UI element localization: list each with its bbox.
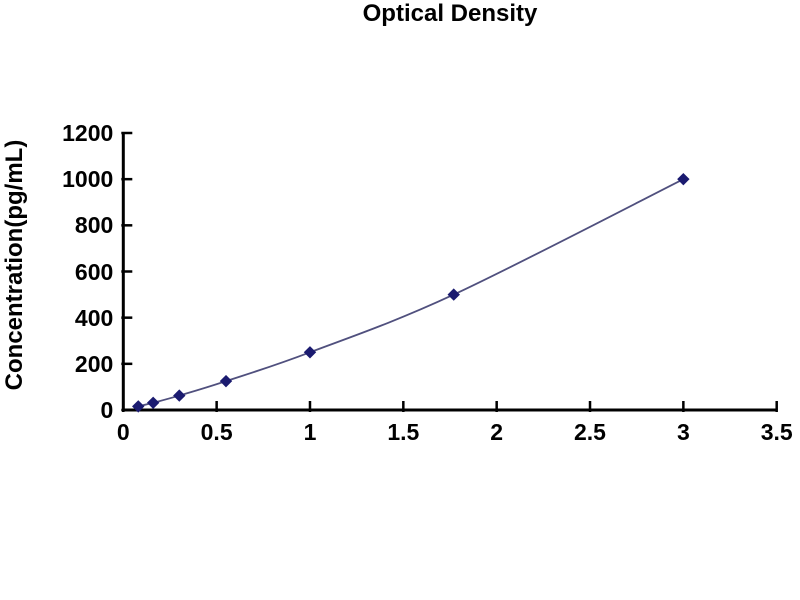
y-tick-label: 1200 — [62, 120, 114, 146]
x-tick-label: 1.5 — [387, 419, 420, 445]
data-point-marker — [132, 400, 145, 413]
x-tick-label: 2 — [490, 419, 504, 445]
data-point-marker — [146, 396, 160, 410]
y-tick-label: 0 — [100, 397, 114, 423]
x-tick-label: 1 — [303, 419, 317, 445]
axis-lines — [121, 133, 777, 412]
x-tick-label: 0.5 — [200, 419, 233, 445]
x-tick-label: 3.5 — [760, 419, 793, 445]
y-axis-title: Concentration(pg/mL) — [1, 139, 28, 391]
standard-curve-line — [138, 178, 684, 408]
data-point-marker — [173, 389, 186, 402]
x-axis-title: Optical Density — [362, 0, 538, 27]
y-tick-label: 200 — [74, 350, 114, 377]
data-point-marker — [303, 346, 317, 359]
y-tick-label: 600 — [74, 258, 114, 285]
y-tick-label: 1000 — [62, 166, 114, 193]
data-point-marker — [447, 288, 460, 301]
y-tick-label: 400 — [74, 304, 114, 331]
x-tick-label: 2.5 — [574, 419, 606, 445]
y-tick-label: 800 — [74, 212, 114, 239]
x-tick-label: 0 — [116, 419, 130, 445]
data-point-marker — [219, 374, 233, 388]
x-tick-label: 3 — [676, 419, 690, 445]
data-point-marker — [677, 172, 690, 186]
